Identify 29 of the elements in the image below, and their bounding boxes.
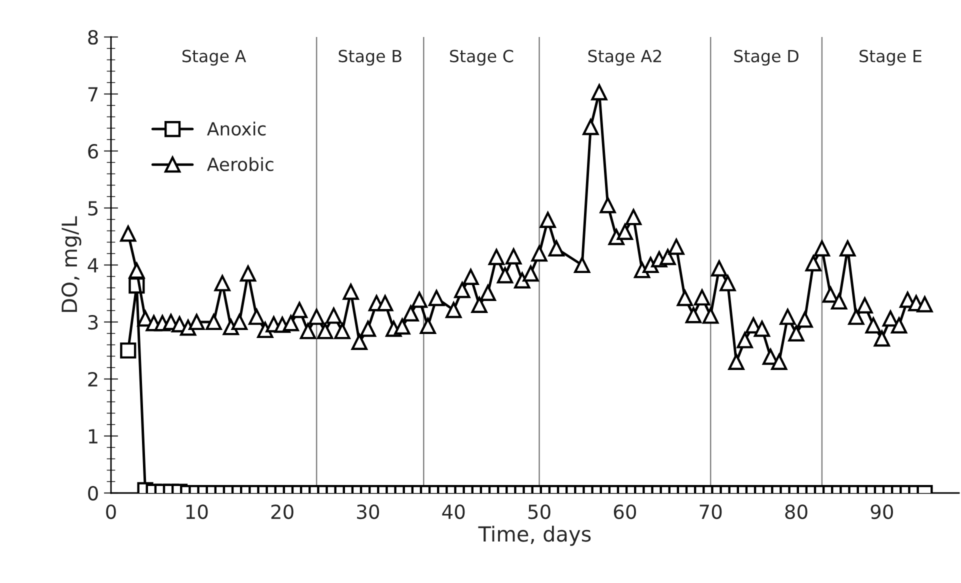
x-axis-title: Time, days [478,526,591,546]
x-tick-label: 30 [357,504,380,520]
annotation: Stage A2 [588,50,661,66]
x-tick-label: 60 [614,504,636,520]
y-tick-label: 2 [88,372,98,386]
x-tick-label: 80 [785,504,808,520]
y-tick-label: 3 [88,314,98,330]
x-tick-label: 20 [271,504,294,520]
y-axis-title: DO, mg/L [61,216,82,312]
x-tick-label: 50 [528,504,550,520]
x-tick-label: 90 [870,504,893,520]
y-tick-label: 5 [88,201,98,216]
x-tick-label: 40 [442,504,465,520]
annotation: Stage E [860,50,922,66]
y-tick-label: 6 [88,144,98,159]
annotation: Stage D [734,50,798,66]
legend-label: Anoxic [207,122,266,136]
y-tick-label: 8 [88,30,98,45]
x-tick-label: 10 [186,504,208,520]
y-tick-label: 7 [88,87,98,102]
y-tick-label: 1 [88,429,98,444]
annotation: Stage C [450,50,514,66]
annotation: Stage A [182,50,246,66]
x-tick-label: 0 [106,504,116,520]
y-tick-label: 0 [88,486,98,501]
x-tick-label: 70 [700,504,722,520]
y-tick-label: 4 [88,258,98,272]
annotation: Stage B [338,50,402,66]
legend-label: Aerobic [207,157,274,172]
